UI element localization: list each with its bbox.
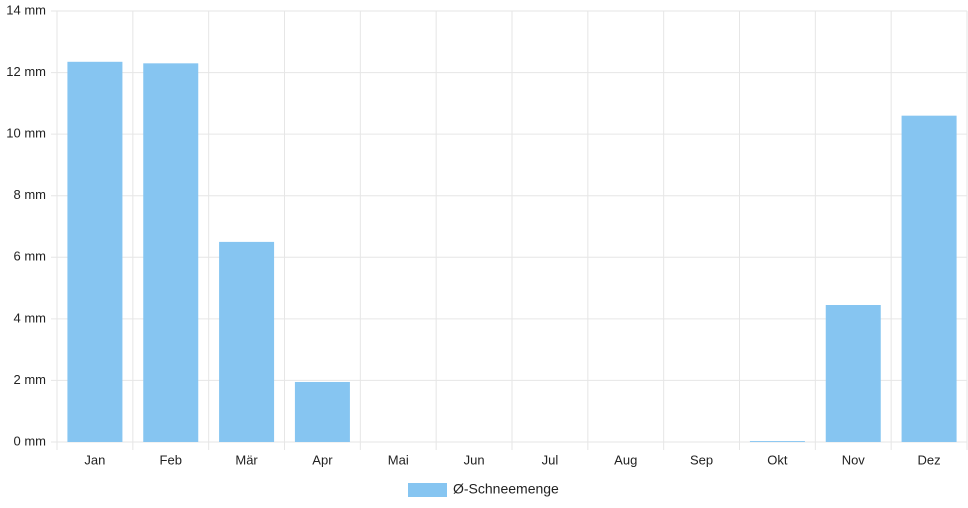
bar <box>749 441 805 442</box>
y-tick-label: 4 mm <box>14 310 47 325</box>
bar <box>294 381 350 442</box>
x-tick-label: Sep <box>690 452 713 467</box>
x-tick-label: Jun <box>464 452 485 467</box>
legend-label: Ø-Schneemenge <box>453 481 559 497</box>
y-tick-label: 0 mm <box>14 433 47 448</box>
y-tick-label: 10 mm <box>6 126 46 141</box>
y-tick-label: 6 mm <box>14 249 47 264</box>
y-tick-label: 14 mm <box>6 2 46 17</box>
x-tick-label: Feb <box>160 452 182 467</box>
legend-swatch <box>408 483 447 497</box>
x-tick-label: Mai <box>388 452 409 467</box>
x-tick-label: Mär <box>235 452 258 467</box>
x-tick-label: Aug <box>614 452 637 467</box>
y-tick-label: 12 mm <box>6 64 46 79</box>
bar <box>901 115 957 443</box>
y-tick-label: 2 mm <box>14 372 47 387</box>
x-tick-label: Okt <box>767 452 788 467</box>
x-tick-label: Jul <box>542 452 559 467</box>
bar <box>219 241 275 442</box>
y-tick-label: 8 mm <box>14 187 47 202</box>
x-tick-label: Dez <box>918 452 941 467</box>
x-tick-label: Apr <box>312 452 333 467</box>
bar <box>825 305 881 442</box>
x-tick-label: Nov <box>842 452 866 467</box>
x-tick-label: Jan <box>84 452 105 467</box>
bar <box>143 63 199 442</box>
bar <box>67 61 123 443</box>
